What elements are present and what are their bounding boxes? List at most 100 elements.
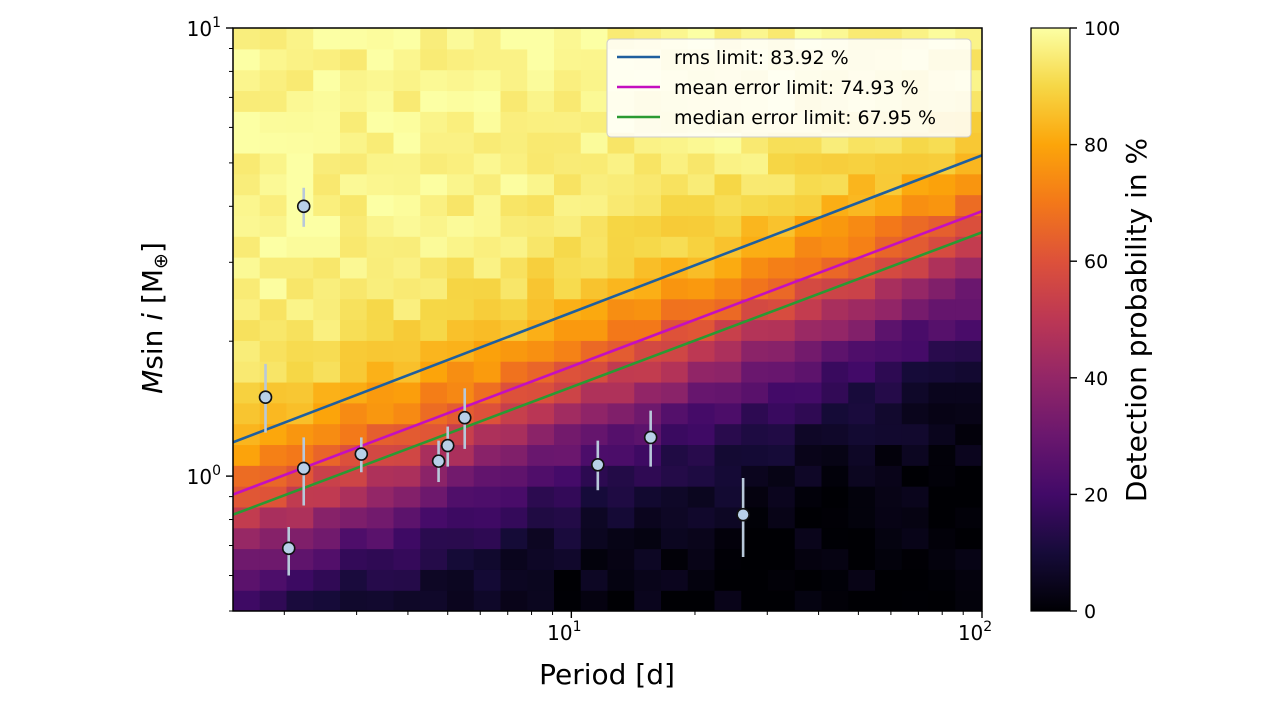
heatmap-cell [821,444,849,466]
heatmap-cell [420,48,448,71]
heatmap-cell [928,194,956,216]
heatmap-cell [848,590,876,611]
heatmap-cell [500,257,528,279]
heatmap-cell [714,548,742,570]
heatmap-cell [500,548,528,570]
heatmap-cell [768,465,796,487]
heatmap-cell [687,236,716,258]
heatmap-cell [420,319,448,341]
heatmap-cell [607,381,635,404]
limit-lines [233,154,982,516]
heatmap-cell [366,48,395,71]
heatmap-cell [714,236,742,258]
heatmap-cell [768,527,796,550]
heatmap-cell [821,361,849,383]
heatmap-cell [500,465,528,487]
heatmap-cell [259,527,288,550]
heatmap-cell [607,319,635,341]
heatmap-cell [366,590,395,611]
heatmap-cell [821,590,849,611]
heatmap-cell [286,132,314,154]
heatmap-cell [580,90,609,112]
heatmap-cell [580,486,609,508]
heatmap-cell [848,486,876,508]
heatmap-cell [607,486,635,508]
heatmap-cell [848,257,876,279]
heatmap-cell [955,319,982,341]
heatmap-cell [340,590,368,611]
heatmap-cell [741,215,769,237]
heatmap-cell [393,319,421,341]
heatmap-cell [473,132,502,154]
heatmap-cell [366,28,395,50]
heatmap-cell [661,361,689,383]
heatmap-cell [340,111,368,133]
heatmap-cell [473,486,502,508]
heatmap-cell [447,215,475,237]
heatmap-cell [447,444,475,466]
heatmap-cell [313,173,341,196]
legend: rms limit: 83.92 % mean error limit: 74.9… [606,38,972,138]
heatmap-cell [848,173,876,196]
heatmap-cell [500,48,528,71]
heatmap-cell [447,236,475,258]
heatmap-cell [687,527,716,550]
heatmap-cell [768,486,796,508]
heatmap-cell [286,277,314,300]
heatmap-cell [687,173,716,196]
heatmap-cell [794,173,823,196]
heatmap-cell [768,277,796,300]
heatmap-cell [393,548,421,570]
heatmap-cell [875,152,903,175]
heatmap-cell [634,444,662,466]
heatmap-cell [500,90,528,112]
heatmap-cell [420,111,448,133]
heatmap-cell [393,590,421,611]
heatmap-cell [955,548,982,570]
heatmap-cell [313,548,341,570]
heatmap-cell [259,548,288,570]
heatmap-cell [447,69,475,92]
heatmap-cell [928,173,956,196]
heatmap-cell [580,277,609,300]
heatmap-cell [607,194,635,216]
heatmap-cell [768,215,796,237]
heatmap-cell [447,506,475,529]
heatmap-cell [447,132,475,154]
heatmap-cell [340,48,368,71]
heatmap-cell [366,111,395,133]
heatmap-cell [607,236,635,258]
heatmap-cell [794,527,823,550]
heatmap-cell [580,236,609,258]
heatmap-cell [687,277,716,300]
heatmap-cell [634,402,662,425]
heatmap-cell [500,423,528,446]
heatmap-cell [366,277,395,300]
heatmap-cell [580,152,609,175]
heatmap-cell [313,152,341,175]
heatmap-cell [286,215,314,237]
heatmap-cell [554,277,582,300]
heatmap-cell [393,486,421,508]
heatmap-cell [875,340,903,362]
heatmap-cell [447,381,475,404]
heatmap-cell [741,194,769,216]
heatmap-cell [580,173,609,196]
heatmap-cell [527,465,555,487]
heatmap-cell [313,69,341,92]
heatmap-cell [500,215,528,237]
heatmap-cell [473,319,502,341]
heatmap-cell [420,173,448,196]
heatmap-cell [687,444,716,466]
heatmap-cell [821,486,849,508]
heatmap-cell [340,257,368,279]
heatmap-cell [768,548,796,570]
heatmap-cell [901,152,930,175]
heatmap-cell [233,236,261,258]
heatmap-cell [527,402,555,425]
heatmap-cell [821,215,849,237]
heatmap-cell [527,444,555,466]
heatmap-cell [794,506,823,529]
heatmap-cell [527,361,555,383]
